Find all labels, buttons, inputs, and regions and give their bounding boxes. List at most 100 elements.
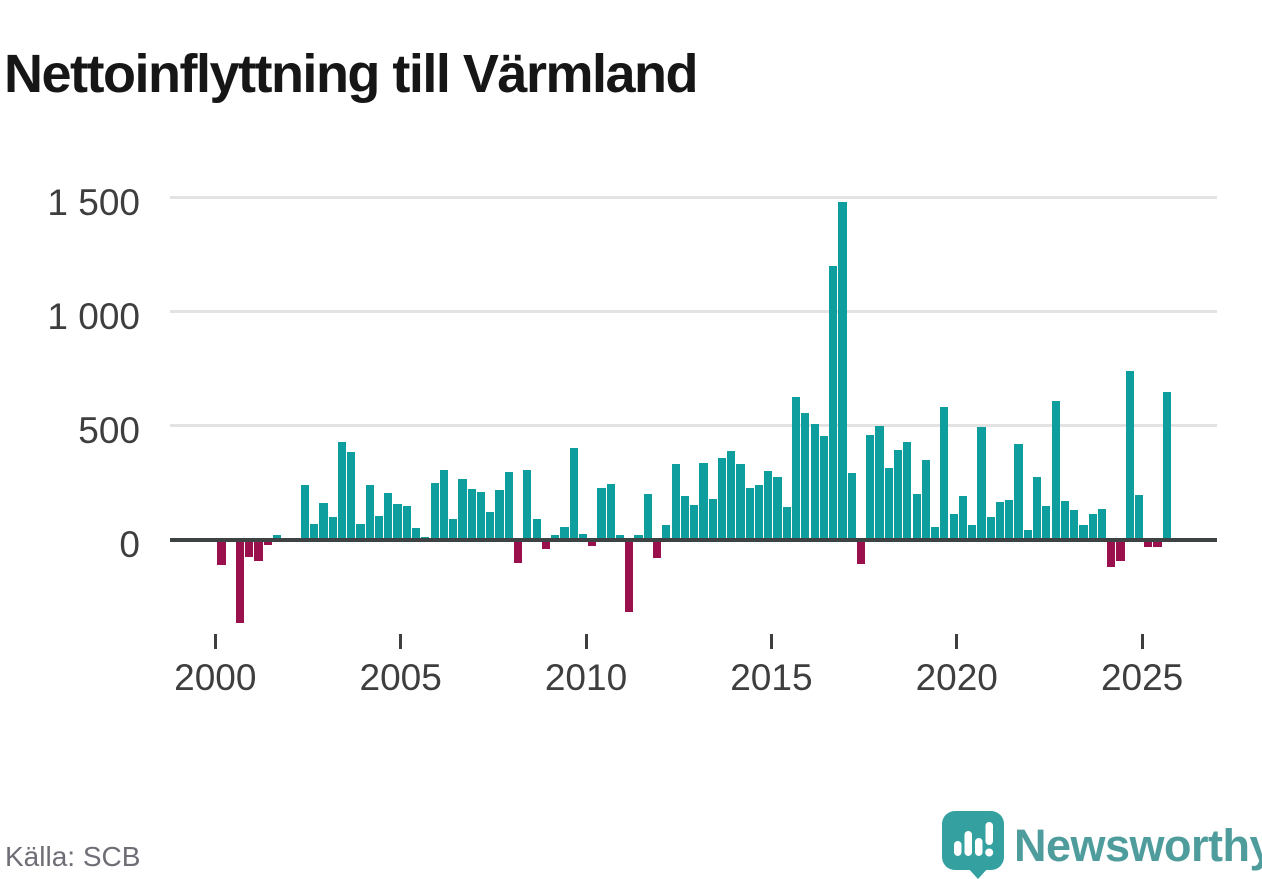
bar-2004-q1 [365, 485, 374, 540]
bar-2008-q4 [541, 539, 550, 549]
bar-2006-q2 [449, 519, 458, 540]
gridline-1000 [170, 310, 1217, 314]
bar-2009-q1 [551, 535, 560, 540]
bar-2002-q4 [319, 503, 328, 540]
newsworthy-wordmark: Newsworthy [1014, 820, 1262, 871]
x-axis-label-2000: 2000 [174, 657, 257, 698]
bar-2024-q1 [1107, 539, 1116, 567]
bar-2025-q1 [1144, 539, 1153, 548]
bar-2018-q1 [884, 467, 893, 540]
bar-2017-q3 [866, 434, 875, 540]
bar-2009-q3 [569, 448, 578, 540]
bar-2008-q2 [523, 469, 532, 540]
bar-2016-q2 [819, 436, 828, 540]
bar-2011-q2 [634, 535, 643, 540]
bar-2022-q2 [1042, 505, 1051, 540]
bar-2017-q1 [847, 473, 856, 540]
bar-2001-q1 [254, 539, 263, 561]
bar-2013-q3 [717, 458, 727, 540]
newsworthy-logo-icon [942, 811, 1004, 879]
bar-2023-q4 [1097, 508, 1107, 540]
bar-2014-q1 [736, 463, 745, 540]
bar-2002-q3 [310, 523, 319, 540]
bar-2006-q4 [467, 489, 476, 540]
bar-2024-q3 [1125, 370, 1134, 540]
x-axis-tick-2010 [584, 634, 588, 649]
bar-2020-q1 [958, 496, 968, 540]
x-axis-tick-2015 [769, 634, 773, 649]
gridline-500 [170, 424, 1217, 428]
bar-2000-q3 [235, 539, 245, 624]
bar-2015-q2 [782, 507, 791, 540]
bar-2015-q1 [773, 477, 782, 540]
source-label: Källa: SCB [5, 841, 141, 872]
bar-2012-q2 [671, 463, 680, 540]
bar-2011-q4 [652, 539, 662, 558]
x-axis-label-2025: 2025 [1100, 657, 1184, 698]
bar-2020-q3 [977, 426, 986, 540]
x-axis-label-2020: 2020 [915, 657, 998, 698]
bar-2023-q1 [1070, 510, 1079, 540]
bar-2019-q1 [921, 459, 930, 540]
bar-2015-q3 [792, 397, 801, 540]
bar-2011-q3 [643, 493, 652, 540]
bar-2005-q2 [412, 527, 421, 540]
bar-2025-q2 [1153, 539, 1162, 547]
bar-2010-q3 [606, 484, 615, 540]
gridline-1500 [170, 196, 1217, 200]
bar-2024-q4 [1134, 494, 1144, 540]
bar-2014-q3 [754, 484, 764, 540]
bar-2018-q4 [912, 494, 921, 540]
x-axis-tick-2025 [1140, 634, 1144, 649]
bar-2010-q1 [588, 539, 597, 546]
y-axis-label-500: 500 [78, 409, 140, 451]
bar-2018-q3 [903, 441, 912, 540]
bar-2007-q2 [486, 512, 495, 540]
bar-2005-q4 [430, 482, 439, 540]
bar-2013-q1 [699, 463, 708, 540]
bar-2021-q3 [1014, 443, 1023, 540]
bar-2004-q4 [393, 504, 402, 540]
bar-2024-q2 [1116, 539, 1125, 562]
chart-title: Nettoinflyttning till Värmland [4, 44, 699, 105]
bar-2003-q4 [356, 523, 365, 540]
bar-2000-q4 [245, 539, 254, 558]
bar-2017-q2 [856, 539, 866, 565]
bar-2001-q3 [273, 534, 282, 540]
bar-2003-q3 [347, 451, 356, 540]
x-axis-tick-2000 [213, 634, 217, 649]
y-axis-label-1500: 1 500 [47, 181, 140, 223]
y-axis-label-0: 0 [119, 523, 140, 565]
bar-2006-q3 [458, 478, 467, 540]
bar-2011-q1 [625, 539, 634, 612]
bar-2020-q4 [986, 517, 995, 540]
bar-2012-q3 [680, 496, 689, 540]
bar-2009-q4 [578, 533, 588, 540]
bar-2019-q3 [940, 406, 949, 540]
bar-2021-q1 [995, 502, 1005, 540]
bar-2025-q3 [1162, 392, 1171, 540]
bar-2018-q2 [893, 449, 903, 540]
bar-2005-q1 [402, 506, 411, 540]
bar-2006-q1 [439, 470, 449, 540]
bar-2022-q3 [1051, 400, 1060, 540]
bar-2007-q4 [504, 472, 513, 540]
bar-2022-q1 [1032, 476, 1042, 540]
bar-2016-q3 [829, 266, 838, 540]
bar-2015-q4 [801, 413, 810, 540]
bar-2008-q1 [513, 539, 523, 563]
bar-2004-q2 [374, 515, 384, 540]
bar-2023-q3 [1088, 513, 1097, 540]
bar-2000-q1 [217, 539, 226, 565]
bar-2007-q3 [495, 489, 504, 540]
bar-2013-q2 [708, 498, 717, 540]
bar-2002-q2 [300, 485, 309, 540]
bar-2023-q2 [1079, 525, 1088, 540]
x-axis-label-2015: 2015 [730, 657, 813, 698]
bar-2019-q2 [931, 526, 940, 540]
bar-2003-q1 [328, 516, 337, 540]
bar-2012-q4 [690, 505, 699, 540]
bar-2014-q2 [745, 488, 754, 540]
bar-2003-q2 [337, 441, 347, 540]
